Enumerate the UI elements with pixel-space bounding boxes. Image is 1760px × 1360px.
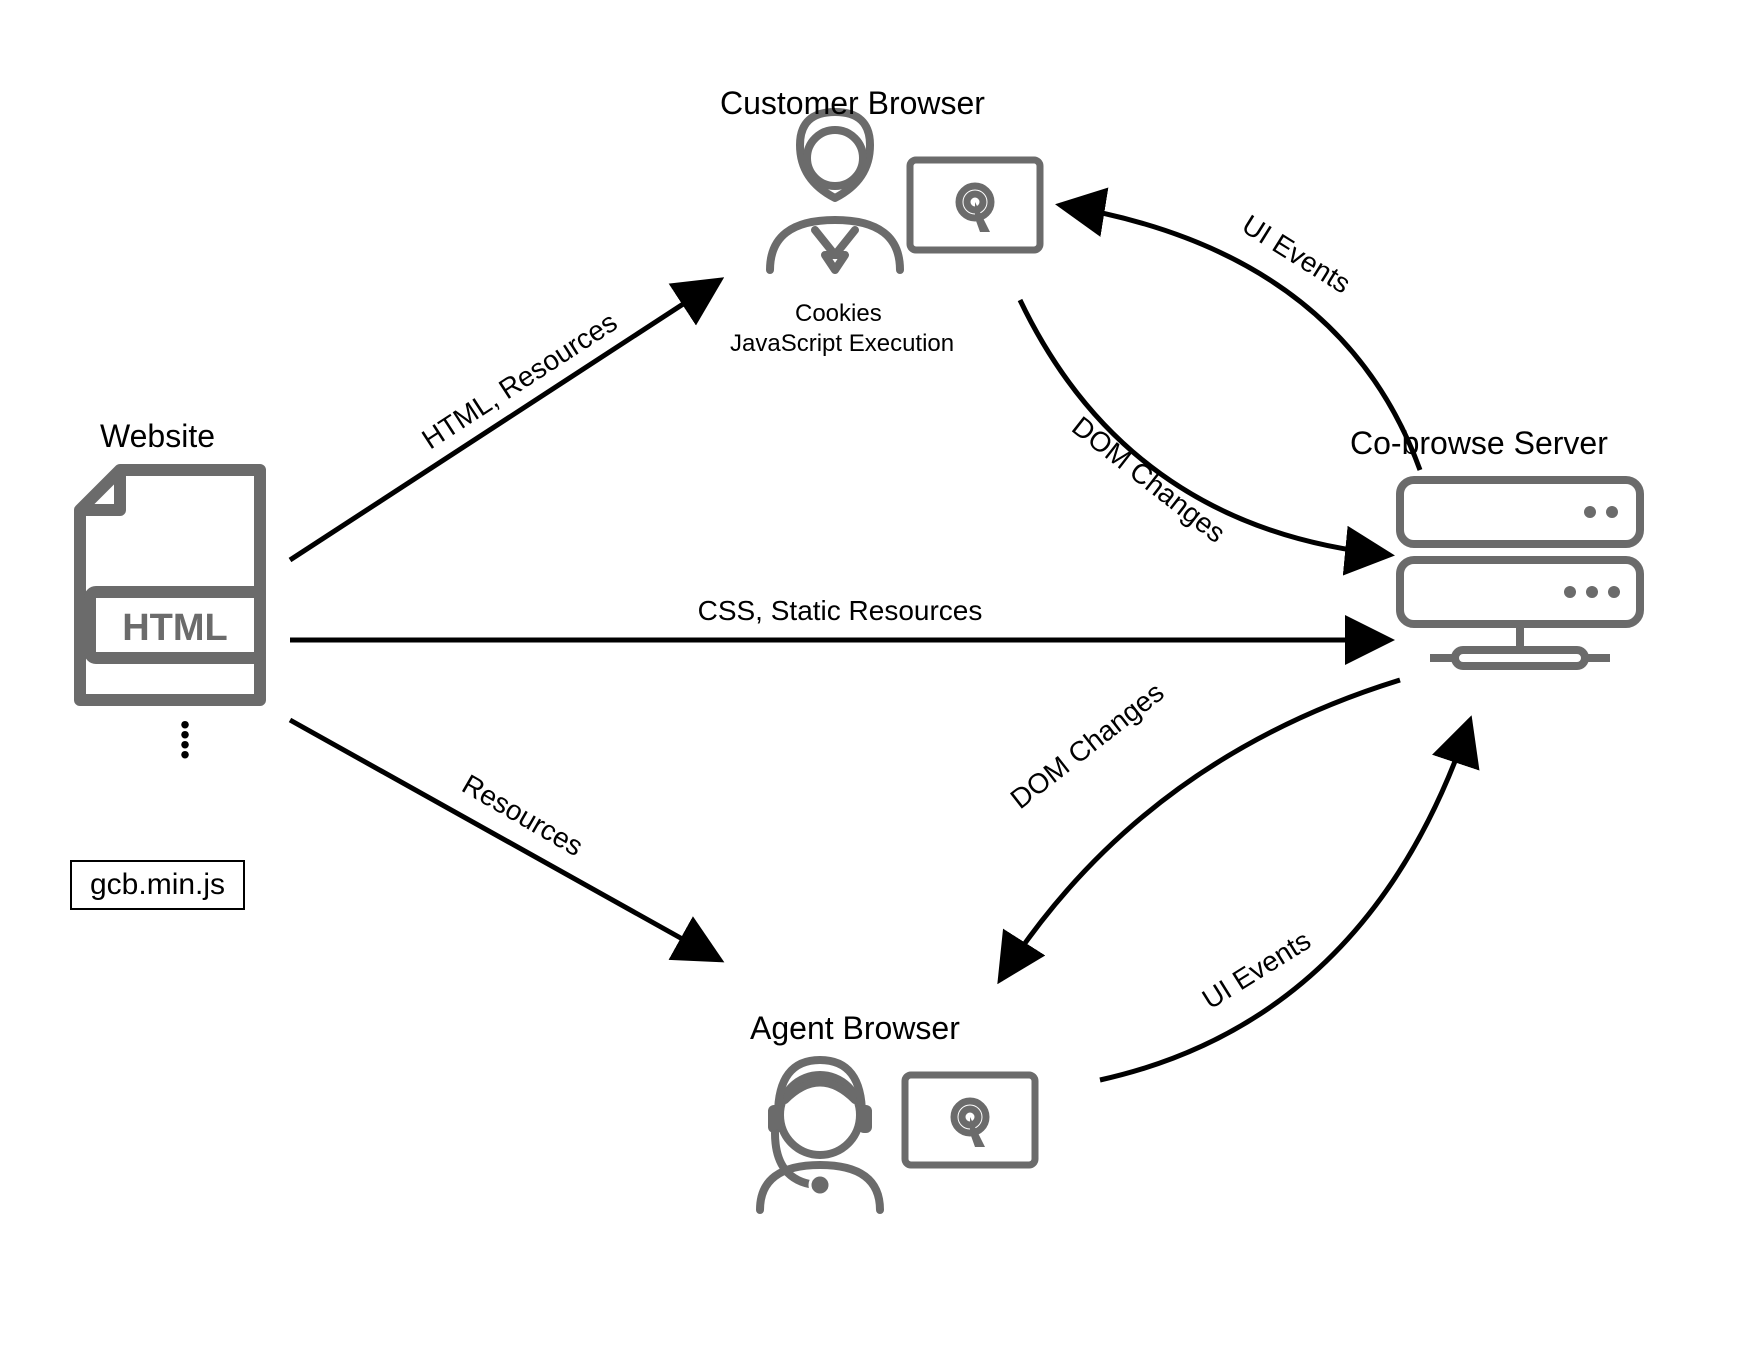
svg-text:HTML, Resources: HTML, Resources [416, 306, 622, 455]
agent-title: Agent Browser [750, 1010, 960, 1047]
customer-sub1: Cookies [795, 300, 882, 328]
diagram-canvas: HTML [0, 0, 1760, 1360]
svg-text:UI Events: UI Events [1197, 924, 1316, 1015]
server-icon [1400, 480, 1640, 666]
ellipsis-dots: •••• [175, 720, 195, 760]
customer-person-icon [770, 112, 900, 270]
customer-title: Customer Browser [720, 85, 985, 122]
server-title: Co-browse Server [1350, 425, 1608, 462]
html-badge-text: HTML [122, 607, 228, 649]
script-box: gcb.min.js [70, 860, 245, 910]
edge-website-customer: HTML, Resources [290, 280, 720, 560]
diagram-svg: HTML [0, 0, 1760, 1360]
agent-person-icon [760, 1060, 880, 1210]
customer-screen-icon [910, 160, 1040, 250]
svg-text:UI Events: UI Events [1237, 209, 1356, 300]
agent-screen-icon [905, 1075, 1035, 1165]
edge-server-agent-dom: DOM Changes [1000, 676, 1400, 980]
svg-text:DOM Changes: DOM Changes [1005, 676, 1170, 814]
edge-website-server: CSS, Static Resources [290, 595, 1390, 640]
edge-website-agent: Resources [290, 720, 720, 960]
edge-agent-server-ui: UI Events [1100, 720, 1470, 1080]
website-icon: HTML [80, 470, 260, 700]
website-title: Website [100, 418, 215, 455]
svg-text:DOM Changes: DOM Changes [1066, 410, 1231, 548]
svg-text:CSS, Static Resources: CSS, Static Resources [698, 595, 983, 626]
customer-sub2: JavaScript Execution [730, 330, 954, 358]
edge-customer-server-dom: DOM Changes [1020, 300, 1390, 555]
